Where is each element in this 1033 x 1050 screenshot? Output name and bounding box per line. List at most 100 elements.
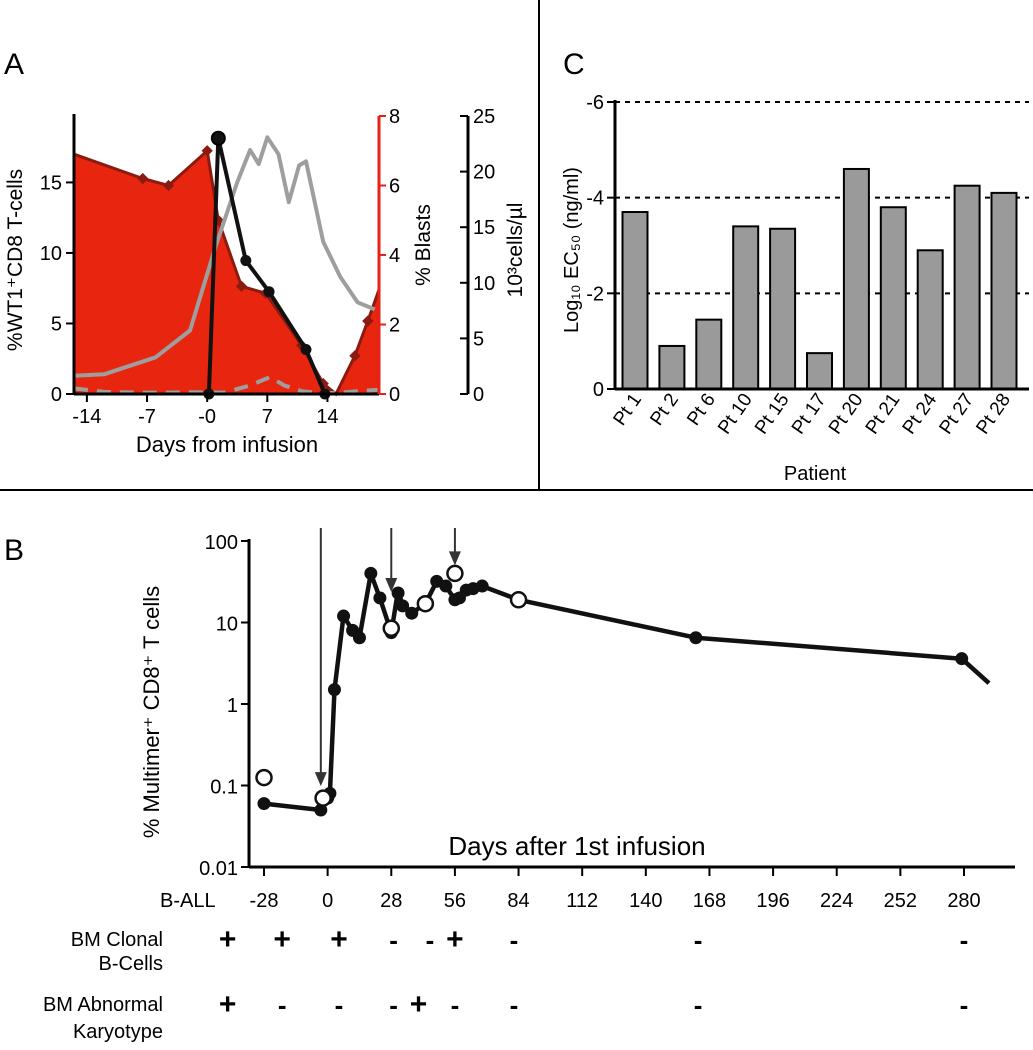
cell-count-line	[206, 136, 327, 395]
blast-point	[349, 350, 361, 362]
filled-point	[439, 579, 453, 593]
table-mark: -	[389, 925, 398, 955]
infusion-arrow-head	[385, 577, 398, 592]
table-mark: -	[694, 990, 703, 1020]
x-tick-label: Pt 17	[788, 390, 831, 438]
x-tick-label: Pt 15	[751, 390, 794, 438]
cell-count-point	[300, 344, 312, 356]
bar	[769, 227, 797, 390]
x-tick-label: Pt 20	[825, 390, 868, 438]
x-axis-title: Days after 1st infusion	[448, 831, 705, 861]
panel-label-a: A	[4, 48, 24, 81]
blast-axis-tick-label: 4	[389, 245, 400, 267]
bar	[621, 211, 649, 390]
bar	[953, 184, 981, 390]
bar	[842, 167, 870, 390]
y-tick-label: 1	[227, 695, 238, 717]
blast-area	[74, 150, 379, 394]
x-tick-label: -7	[138, 406, 156, 428]
table-mark: -	[694, 925, 703, 955]
open-point	[255, 768, 273, 787]
open-point	[382, 619, 401, 638]
bar	[732, 225, 760, 390]
y-tick-label: 100	[205, 532, 238, 554]
table-row-label: BM Abnormal	[43, 994, 163, 1016]
multimer-line	[263, 571, 991, 813]
filled-point	[689, 631, 703, 645]
filled-point	[405, 606, 419, 620]
count-axis-tick-label: 0	[473, 384, 484, 406]
cell-count-point	[210, 130, 226, 146]
blast-axis-tick-label: 6	[389, 176, 400, 198]
blast-axis-tick-label: 0	[389, 384, 400, 406]
infusion-arrow-head	[314, 772, 327, 787]
blast-axis-tick-label: 2	[389, 315, 400, 337]
panel-label-b: B	[4, 534, 24, 567]
y-tick-label: 0.1	[210, 777, 238, 799]
left-y-tick-label: 0	[51, 384, 62, 406]
wt1-cd8-dashed-line	[73, 374, 380, 396]
x-tick-label: 168	[693, 890, 726, 912]
left-y-tick-label: 5	[51, 313, 62, 335]
table-row-label: BM Clonal	[71, 929, 163, 951]
bar	[658, 344, 686, 391]
filled-point	[327, 683, 341, 697]
count-axis-tick-label: 20	[473, 162, 495, 184]
x-tick-label: -28	[250, 890, 279, 912]
filled-point	[391, 586, 405, 600]
filled-point	[373, 591, 387, 605]
blast-point	[201, 145, 213, 157]
panel-label-c: C	[563, 48, 585, 81]
table-mark: +	[273, 923, 291, 956]
wt1-cd8-line	[73, 135, 376, 378]
y-tick-label: 0	[593, 379, 604, 401]
filled-point	[955, 652, 969, 666]
table-mark: -	[426, 925, 435, 955]
filled-point	[352, 631, 366, 645]
table-mark: +	[410, 988, 428, 1021]
table-row-label: B-Cells	[99, 953, 163, 975]
table-row-label: Karyotype	[73, 1021, 163, 1043]
x-tick-label: 28	[380, 890, 402, 912]
y-tick-label: -2	[586, 283, 604, 305]
x-tick-label: 56	[444, 890, 466, 912]
y-axis-title: % Multimer⁺ CD8⁺ T cells	[139, 586, 164, 838]
panel-a-chart: 0 5 10 15 %WT1⁺CD8 T-cells -14 -7 -0 7 14 Days fro…	[4, 106, 527, 457]
x-tick-label: Pt 24	[899, 389, 942, 438]
x-tick-label: 224	[820, 890, 853, 912]
table-mark: -	[960, 925, 969, 955]
table-mark: +	[446, 923, 464, 956]
y-tick-label: -4	[586, 188, 604, 210]
blast-point	[162, 179, 175, 192]
x-tick-label: Pt 10	[714, 390, 757, 438]
x-tick-label: Pt 2	[646, 390, 683, 430]
x-tick-label: 196	[756, 890, 789, 912]
filled-point	[337, 609, 351, 623]
table-mark: -	[510, 990, 519, 1020]
count-axis-title: 10³cells/µl	[504, 203, 527, 298]
bar	[916, 249, 944, 390]
x-tick-label: 140	[629, 890, 662, 912]
blast-axis-title: % Blasts	[412, 204, 435, 286]
x-tick-label: 252	[884, 890, 917, 912]
open-point	[416, 594, 435, 613]
left-y-tick-label: 10	[40, 243, 62, 265]
filled-point	[396, 599, 410, 613]
x-axis-title: Days from infusion	[136, 432, 318, 457]
count-axis-tick-label: 5	[473, 328, 484, 350]
x-tick-label: 7	[262, 406, 273, 428]
blast-point	[137, 172, 149, 185]
x-tick-label: -0	[198, 406, 216, 428]
x-axis-title: Patient	[784, 463, 847, 485]
cell-count-point	[263, 286, 275, 298]
x-tick-label: 84	[507, 890, 529, 912]
row-axis-label: B-ALL	[160, 890, 216, 912]
left-y-tick-label: 15	[40, 172, 62, 194]
x-tick-label: Pt 6	[683, 390, 720, 430]
x-tick-label: 280	[947, 890, 980, 912]
x-tick-label: Pt 1	[609, 390, 646, 430]
bar	[695, 318, 723, 390]
